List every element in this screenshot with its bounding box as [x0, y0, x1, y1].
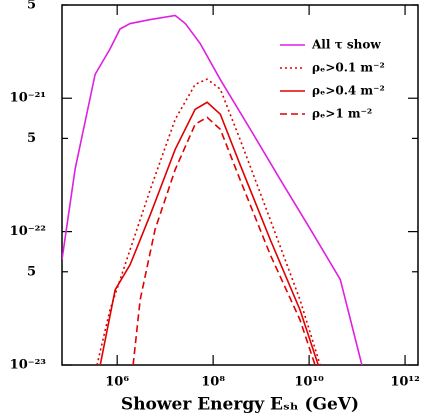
y-tick-label: 5	[27, 264, 36, 279]
legend-label: All τ show	[311, 38, 381, 52]
y-tick-label: 10⁻²³	[10, 358, 47, 373]
legend-label: ρₑ>1 m⁻²	[312, 107, 372, 121]
y-tick-label: 10⁻²¹	[10, 91, 46, 106]
y-tick-label: 5	[27, 131, 36, 146]
series-line	[132, 116, 316, 365]
x-tick-label: 10¹⁰	[294, 375, 324, 390]
series-line	[99, 101, 319, 365]
y-tick-label: 10⁻²²	[10, 224, 46, 239]
series-line	[62, 14, 363, 365]
series-line	[96, 78, 321, 365]
legend-label: ρₑ>0.4 m⁻²	[312, 84, 385, 98]
plot-frame	[61, 4, 419, 366]
x-tick-label: 10⁸	[201, 375, 225, 390]
legend-label: ρₑ>0.1 m⁻²	[312, 61, 385, 75]
x-tick-label: 10⁶	[105, 375, 129, 390]
x-axis-label: Shower Energy Eₛₕ (GeV)	[121, 395, 359, 415]
x-tick-label: 10¹²	[390, 375, 419, 390]
y-tick-label: 5	[27, 0, 36, 13]
